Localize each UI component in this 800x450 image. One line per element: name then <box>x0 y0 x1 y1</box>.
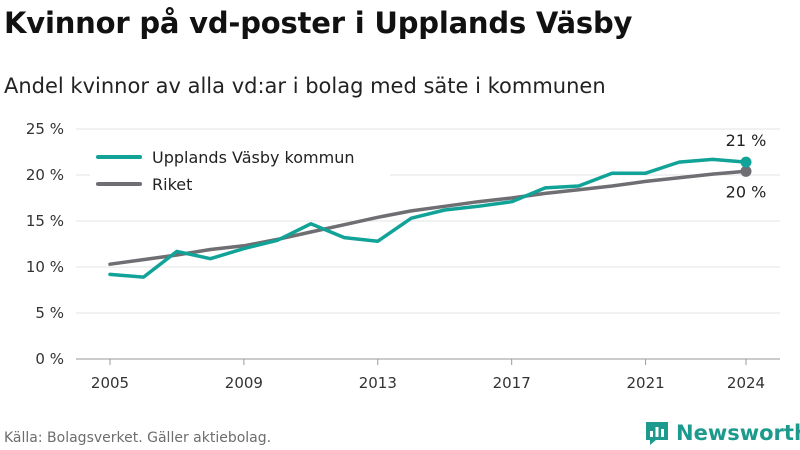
legend-entry: Upplands Väsby kommun <box>152 148 354 167</box>
legend-background <box>90 143 390 201</box>
y-tick-label: 10 % <box>26 258 64 276</box>
x-tick-label: 2013 <box>359 374 397 392</box>
end-value-label: 20 % <box>726 182 767 201</box>
series-end-point <box>740 156 752 168</box>
series-line <box>108 157 748 279</box>
source-note: Källa: Bolagsverket. Gäller aktiebolag. <box>4 430 272 446</box>
y-tick-label: 25 % <box>26 120 64 138</box>
y-tick-label: 20 % <box>26 166 64 184</box>
x-tick-label: 2017 <box>493 374 531 392</box>
newsworthy-logo-icon <box>646 422 668 445</box>
y-tick-label: 5 % <box>35 304 64 322</box>
x-tick-label: 2009 <box>225 374 263 392</box>
chart-subtitle: Andel kvinnor av alla vd:ar i bolag med … <box>4 74 606 98</box>
x-tick-label: 2024 <box>727 374 765 392</box>
y-tick-label: 15 % <box>26 212 64 230</box>
x-tick-label: 2005 <box>91 374 129 392</box>
brand-logo: Newsworthy <box>644 418 800 448</box>
end-value-label: 21 % <box>726 131 767 150</box>
chart-title: Kvinnor på vd-poster i Upplands Väsby <box>4 6 633 40</box>
legend-entry: Riket <box>152 175 192 194</box>
x-tick-label: 2021 <box>626 374 664 392</box>
brand-name: Newsworthy <box>676 421 800 445</box>
y-tick-label: 0 % <box>35 350 64 368</box>
series-end-point <box>740 165 752 177</box>
series-line <box>108 169 748 266</box>
